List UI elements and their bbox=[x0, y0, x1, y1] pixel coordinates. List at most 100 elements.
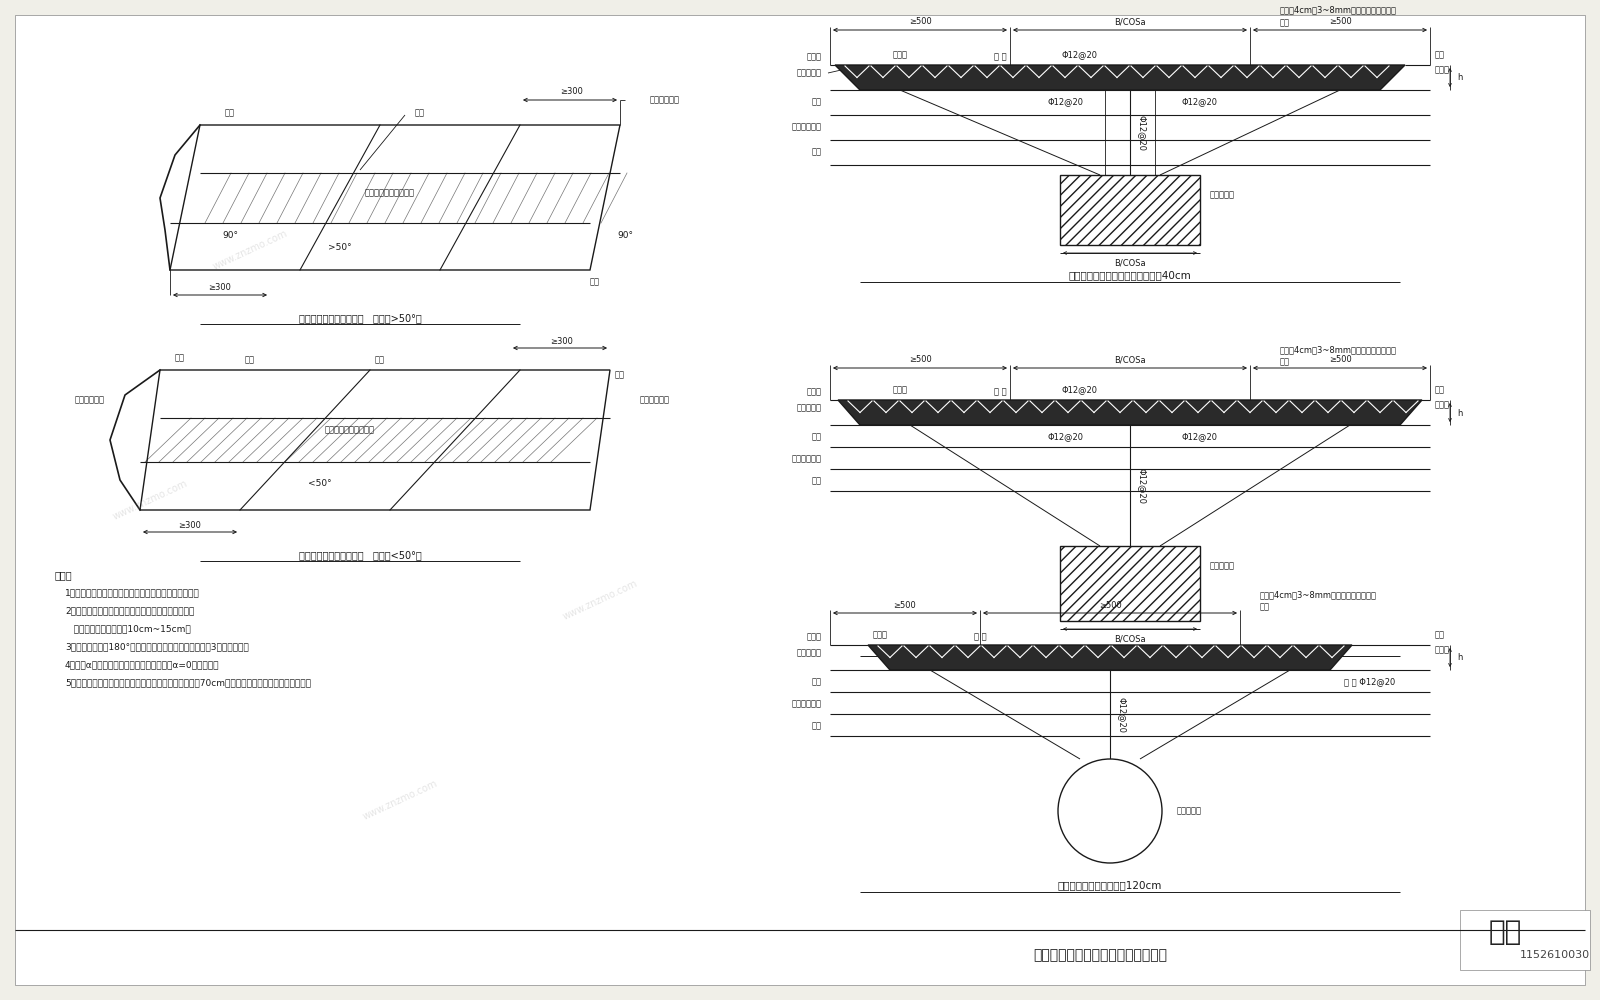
Polygon shape bbox=[835, 65, 1405, 90]
Text: 钢筋网补强的混凝土板: 钢筋网补强的混凝土板 bbox=[365, 188, 414, 198]
Text: Φ12@20: Φ12@20 bbox=[1182, 98, 1218, 106]
Text: 初缝: 初缝 bbox=[245, 356, 254, 364]
Text: 1152610030: 1152610030 bbox=[1520, 950, 1590, 960]
Text: ≥300: ≥300 bbox=[560, 88, 584, 97]
Polygon shape bbox=[141, 370, 610, 510]
Text: 水泥路面过路涵管顶板加强筋构造图: 水泥路面过路涵管顶板加强筋构造图 bbox=[1034, 948, 1166, 962]
Text: 切缝深4cm冒3~8mm用聚氯乙烯胶泥灌缝: 切缝深4cm冒3~8mm用聚氯乙烯胶泥灌缝 bbox=[1280, 346, 1397, 355]
Text: 传力杆: 传力杆 bbox=[1435, 646, 1450, 654]
Text: 缝缝: 缝缝 bbox=[1280, 18, 1290, 27]
Text: 底基层或垫层: 底基层或垫层 bbox=[792, 454, 822, 464]
Text: 切缝: 切缝 bbox=[374, 356, 386, 364]
Text: 2、钢筋之间绑扎成点焊固定，需满足相关规范要求，: 2、钢筋之间绑扎成点焊固定，需满足相关规范要求， bbox=[66, 606, 194, 615]
Polygon shape bbox=[170, 125, 621, 270]
Text: B/COSa: B/COSa bbox=[1114, 258, 1146, 267]
Text: ≥300: ≥300 bbox=[179, 520, 202, 530]
Text: h: h bbox=[1458, 74, 1462, 83]
Text: 1、本图单位除钢筋直径以毫米计外，其余均以厘米计。: 1、本图单位除钢筋直径以毫米计外，其余均以厘米计。 bbox=[66, 588, 200, 597]
Text: 基层: 基层 bbox=[813, 98, 822, 106]
Text: 传力杆: 传力杆 bbox=[806, 633, 822, 642]
Text: 缝缝: 缝缝 bbox=[226, 108, 235, 117]
Text: 钢筋网边距混凝土板边10cm~15cm。: 钢筋网边距混凝土板边10cm~15cm。 bbox=[66, 624, 190, 633]
Text: 90°: 90° bbox=[618, 231, 634, 239]
Text: 基层: 基层 bbox=[813, 432, 822, 442]
Text: Φ12@20: Φ12@20 bbox=[1182, 432, 1218, 442]
Text: 传力杆: 传力杆 bbox=[806, 52, 822, 62]
Polygon shape bbox=[838, 400, 1422, 425]
Text: 缝缝: 缝缝 bbox=[614, 370, 626, 379]
Text: Φ12@20: Φ12@20 bbox=[1046, 432, 1083, 442]
Text: ≥500: ≥500 bbox=[1328, 356, 1352, 364]
Text: ≥500: ≥500 bbox=[1099, 600, 1122, 609]
Text: 土基: 土基 bbox=[813, 477, 822, 486]
Text: 缝缝: 缝缝 bbox=[590, 277, 600, 286]
Text: 传力杆: 传力杆 bbox=[806, 387, 822, 396]
Bar bbox=[1459, 910, 1590, 970]
Text: 钢 筋 Φ12@20: 钢 筋 Φ12@20 bbox=[1344, 678, 1395, 686]
Text: 缝缝: 缝缝 bbox=[174, 354, 186, 362]
Text: 钢筋网补强的混凝土板: 钢筋网补强的混凝土板 bbox=[325, 426, 374, 434]
Text: 过路结构物顶面高砼底层距离大于40cm: 过路结构物顶面高砼底层距离大于40cm bbox=[1069, 644, 1192, 654]
Text: 过路结构物顶面高砼底层距离小于40cm: 过路结构物顶面高砼底层距离小于40cm bbox=[1069, 270, 1192, 280]
Text: 缝缝: 缝缝 bbox=[1435, 385, 1445, 394]
Text: 缝缝: 缝缝 bbox=[1435, 631, 1445, 640]
Text: 切缝深4cm冒3~8mm用聚氯乙烯胶泥灌缝: 切缝深4cm冒3~8mm用聚氯乙烯胶泥灌缝 bbox=[1261, 590, 1378, 599]
Text: 底基层或垫层: 底基层或垫层 bbox=[792, 700, 822, 708]
Text: 缝缝: 缝缝 bbox=[1435, 50, 1445, 60]
Text: 过路结构物: 过路结构物 bbox=[1178, 806, 1202, 816]
Text: 一般混凝土: 一般混凝土 bbox=[797, 648, 822, 658]
Text: <50°: <50° bbox=[309, 480, 331, 488]
Bar bbox=[1059, 175, 1200, 245]
Text: 土基: 土基 bbox=[813, 147, 822, 156]
Text: 缝 缝: 缝 缝 bbox=[994, 387, 1006, 396]
Text: Φ12@20: Φ12@20 bbox=[1062, 50, 1098, 60]
Text: 一般混凝土板: 一般混凝土板 bbox=[75, 395, 106, 404]
Text: 缝 缝: 缝 缝 bbox=[974, 633, 986, 642]
Circle shape bbox=[1058, 759, 1162, 863]
Text: www.znzmo.com: www.znzmo.com bbox=[362, 778, 438, 822]
Text: www.znzmo.com: www.znzmo.com bbox=[211, 228, 290, 272]
Text: B/COSa: B/COSa bbox=[1114, 17, 1146, 26]
Text: 说明：: 说明： bbox=[54, 570, 72, 580]
Text: B/COSa: B/COSa bbox=[1114, 356, 1146, 364]
Text: 过路结构物: 过路结构物 bbox=[1210, 562, 1235, 570]
Text: www.znzmo.com: www.znzmo.com bbox=[110, 478, 189, 522]
Text: 传力杆: 传力杆 bbox=[1435, 66, 1450, 75]
Text: 传力杆: 传力杆 bbox=[872, 631, 888, 640]
Text: 传力杆: 传力杆 bbox=[893, 385, 907, 394]
Text: 3、钢筋末端采用180°弯钩形式，弯后平直段长度不小于3倍钢筋直径。: 3、钢筋末端采用180°弯钩形式，弯后平直段长度不小于3倍钢筋直径。 bbox=[66, 642, 248, 651]
Text: 管状结构物距砼底层小于120cm: 管状结构物距砼底层小于120cm bbox=[1058, 880, 1162, 890]
Text: ≥300: ≥300 bbox=[208, 282, 232, 292]
Text: 5、当圆形管状构筑物横穿道路时，若管顶距砼底成小于70cm时，管状构筑物需按相关规定加固。: 5、当圆形管状构筑物横穿道路时，若管顶距砼底成小于70cm时，管状构筑物需按相关… bbox=[66, 678, 310, 687]
Text: 缝 缝: 缝 缝 bbox=[994, 52, 1006, 62]
Text: 与过路结构物斜交的处理   （斜角<50°）: 与过路结构物斜交的处理 （斜角<50°） bbox=[299, 550, 421, 560]
Text: ≥300: ≥300 bbox=[550, 336, 573, 346]
Text: Φ12@20: Φ12@20 bbox=[1138, 468, 1147, 504]
Text: 知末: 知末 bbox=[1488, 918, 1522, 946]
Text: ≥500: ≥500 bbox=[1328, 17, 1352, 26]
Text: 一般混凝土板: 一般混凝土板 bbox=[650, 96, 680, 104]
Text: ≥500: ≥500 bbox=[909, 356, 931, 364]
Text: 土基: 土基 bbox=[813, 722, 822, 730]
Text: h: h bbox=[1458, 408, 1462, 418]
Text: Φ12@20: Φ12@20 bbox=[1138, 115, 1147, 151]
Text: 切缝: 切缝 bbox=[414, 108, 426, 117]
Text: 一般混凝土: 一般混凝土 bbox=[797, 403, 822, 412]
Polygon shape bbox=[867, 645, 1352, 670]
Text: B/COSa: B/COSa bbox=[1114, 635, 1146, 644]
Text: 与过路结构物斜交的处理   （斜角>50°）: 与过路结构物斜交的处理 （斜角>50°） bbox=[299, 313, 421, 323]
Text: 缝缝: 缝缝 bbox=[1261, 602, 1270, 611]
Text: 基层: 基层 bbox=[813, 678, 822, 686]
Text: 底基层或垫层: 底基层或垫层 bbox=[792, 122, 822, 131]
Text: 一般混凝土板: 一般混凝土板 bbox=[640, 395, 670, 404]
Text: 一般混凝土: 一般混凝土 bbox=[797, 68, 822, 78]
Bar bbox=[1059, 546, 1200, 621]
Text: 过路结构物: 过路结构物 bbox=[1210, 190, 1235, 200]
Text: Φ12@20: Φ12@20 bbox=[1046, 98, 1083, 106]
Text: Φ12@20: Φ12@20 bbox=[1117, 697, 1126, 733]
Text: ≥500: ≥500 bbox=[894, 600, 917, 609]
Text: 传力杆: 传力杆 bbox=[1435, 400, 1450, 410]
Text: 4、图中α为路中线法线与通涵中线的夹角，α=0时为正交。: 4、图中α为路中线法线与通涵中线的夹角，α=0时为正交。 bbox=[66, 660, 219, 669]
Text: h: h bbox=[1458, 654, 1462, 662]
Text: 切缝深4cm冒3~8mm用聚氯乙烯胶泥灌缝: 切缝深4cm冒3~8mm用聚氯乙烯胶泥灌缝 bbox=[1280, 5, 1397, 14]
